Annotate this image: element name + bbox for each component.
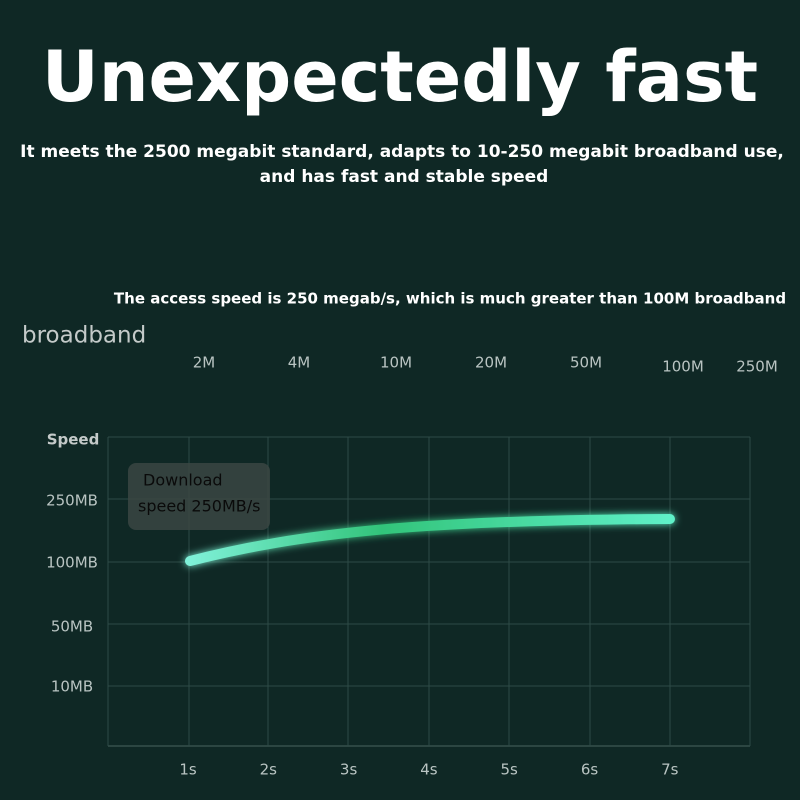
subtitle: and has fast and stable speed	[260, 167, 549, 187]
bar-tick-label: 50M	[570, 354, 602, 372]
x-tick-label: 5s	[501, 761, 519, 779]
subtitle: It meets the 2500 megabit standard, adap…	[20, 142, 784, 162]
x-tick-label: 7s	[661, 761, 679, 779]
bar-tick-label: 250M	[736, 358, 778, 376]
y-tick-label: 100MB	[46, 554, 98, 572]
bar-tick-label: 10M	[380, 354, 412, 372]
bar-ticks: 2M 4M 10M 20M 50M 100M 250M	[193, 354, 778, 376]
y-tick-label: 10MB	[51, 678, 93, 696]
annotation-box	[128, 463, 270, 530]
x-tick-label: 6s	[581, 761, 599, 779]
x-tick-label: 4s	[420, 761, 438, 779]
bar-tick-label: 20M	[475, 354, 507, 372]
speed-curve	[185, 514, 675, 566]
x-tick-label: 2s	[260, 761, 278, 779]
y-tick-label: 50MB	[51, 618, 93, 636]
title: Unexpectedly fast	[42, 36, 758, 118]
y-title: Speed	[47, 431, 100, 449]
x-tick-label: 1s	[179, 761, 197, 779]
y-tick-label: 250MB	[46, 492, 98, 510]
bar-label: broadband	[22, 323, 146, 349]
bar-tick-label: 100M	[662, 358, 704, 376]
bar-tick-label: 4M	[288, 354, 311, 372]
bar-tick-label: 2M	[193, 354, 216, 372]
chart-labels: 250MB 100MB 50MB 10MB 1s 2s 3s 4s 5s 6s 7s	[46, 492, 679, 779]
annotation: speed 250MB/s	[138, 497, 260, 516]
bar-caption: The access speed is 250 megab/s, which i…	[114, 290, 786, 308]
x-tick-label: 3s	[340, 761, 358, 779]
annotation: Download	[143, 471, 223, 490]
